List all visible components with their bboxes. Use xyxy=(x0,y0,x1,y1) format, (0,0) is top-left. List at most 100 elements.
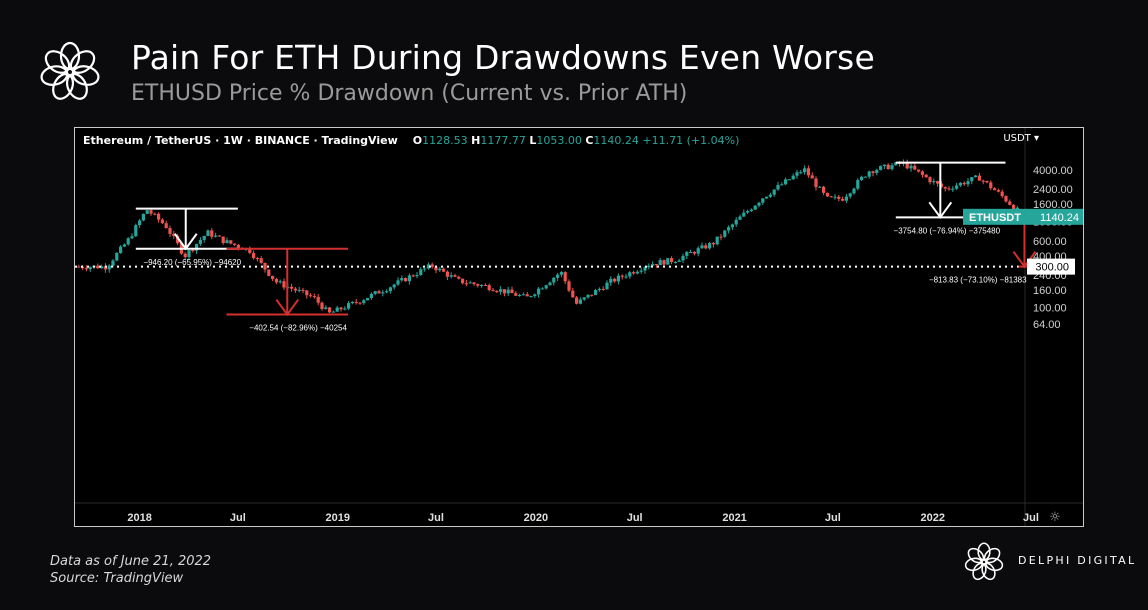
candle-body xyxy=(388,287,392,292)
currency-dropdown[interactable]: USDT ▾ xyxy=(1003,133,1039,144)
candle xyxy=(981,179,985,185)
candle-body xyxy=(347,303,351,309)
candle xyxy=(575,296,579,305)
candle-body xyxy=(312,296,316,298)
candle-body xyxy=(757,202,761,206)
candle xyxy=(689,249,693,254)
candle-body xyxy=(966,181,970,185)
candle xyxy=(875,168,879,176)
candle-body xyxy=(411,275,415,277)
candle xyxy=(480,284,484,288)
candle xyxy=(172,230,176,239)
candle xyxy=(324,305,328,310)
candle-body xyxy=(989,182,993,189)
candle-body xyxy=(818,186,822,188)
x-tick-label: Jul xyxy=(230,512,246,524)
candle-body xyxy=(404,278,408,282)
candle xyxy=(939,180,943,189)
candle xyxy=(491,287,495,292)
candle xyxy=(438,266,442,273)
candle-body xyxy=(499,289,503,292)
candle-body xyxy=(1008,201,1012,205)
candle xyxy=(879,165,883,171)
candle-body xyxy=(1012,204,1016,210)
candle-body xyxy=(537,288,541,295)
candle-body xyxy=(233,243,237,245)
candle-body xyxy=(377,291,381,294)
candle xyxy=(666,258,670,265)
candle-body xyxy=(666,258,670,265)
candle xyxy=(753,205,757,211)
candle-body xyxy=(772,189,776,195)
candle xyxy=(1000,189,1004,198)
candle-body xyxy=(822,186,826,193)
candle xyxy=(461,278,465,285)
candle xyxy=(153,212,157,216)
candle xyxy=(362,298,366,305)
candle-body xyxy=(852,188,856,194)
candle-body xyxy=(871,171,875,174)
candle xyxy=(727,225,731,234)
candle-body xyxy=(677,260,681,262)
candle xyxy=(544,284,548,290)
candle-body xyxy=(552,277,556,283)
candle xyxy=(719,233,723,241)
candle xyxy=(905,159,909,170)
candle xyxy=(833,194,837,200)
candle xyxy=(350,301,354,305)
candle xyxy=(320,301,324,311)
candle xyxy=(730,223,734,231)
candle xyxy=(947,186,951,191)
candle-body xyxy=(195,243,199,251)
candle-body xyxy=(609,278,613,283)
candle xyxy=(635,270,639,275)
candle-body xyxy=(168,228,172,234)
drawdown-measure: −3754.80 (−76.94%) −375480 xyxy=(894,161,1006,235)
high-label: H xyxy=(471,134,481,147)
candle xyxy=(168,225,172,237)
candle-body xyxy=(761,198,765,203)
candle xyxy=(605,280,609,290)
candle xyxy=(468,280,472,284)
candle-body xyxy=(293,288,297,291)
symbol-name: Ethereum / TetherUS · 1W · BINANCE · Tra… xyxy=(83,134,398,147)
candle xyxy=(415,271,419,279)
candle xyxy=(643,266,647,274)
candle-body xyxy=(77,266,81,268)
candle-body xyxy=(578,299,582,304)
candle xyxy=(328,306,332,314)
candle-body xyxy=(259,258,263,263)
candle xyxy=(711,241,715,248)
close-label: C xyxy=(585,134,594,147)
candle xyxy=(871,170,875,177)
candle xyxy=(385,289,389,294)
drawdown-label: −813.83 (−73.10%) −81383 xyxy=(929,276,1027,285)
candle-body xyxy=(134,225,138,237)
candle xyxy=(293,287,297,293)
candle xyxy=(552,276,556,286)
candle xyxy=(708,241,712,250)
candle xyxy=(445,270,449,280)
candle xyxy=(122,243,126,248)
candle xyxy=(138,219,142,228)
candle xyxy=(765,196,769,199)
candle-body xyxy=(472,282,476,285)
candle-body xyxy=(369,293,373,299)
candle xyxy=(962,181,966,186)
candle-body xyxy=(407,275,411,282)
candle xyxy=(936,180,940,187)
candle-body xyxy=(654,264,658,266)
candle xyxy=(202,235,206,243)
x-tick-label: 2018 xyxy=(127,512,151,524)
candle-body xyxy=(985,180,989,183)
candle xyxy=(856,178,860,191)
candle-body xyxy=(841,198,845,201)
candle xyxy=(822,185,826,196)
candle xyxy=(670,256,674,265)
candle xyxy=(381,289,385,297)
candle-body xyxy=(96,265,100,269)
candle xyxy=(130,233,134,240)
candle xyxy=(966,178,970,187)
candle xyxy=(525,291,529,297)
candle-body xyxy=(829,196,833,198)
